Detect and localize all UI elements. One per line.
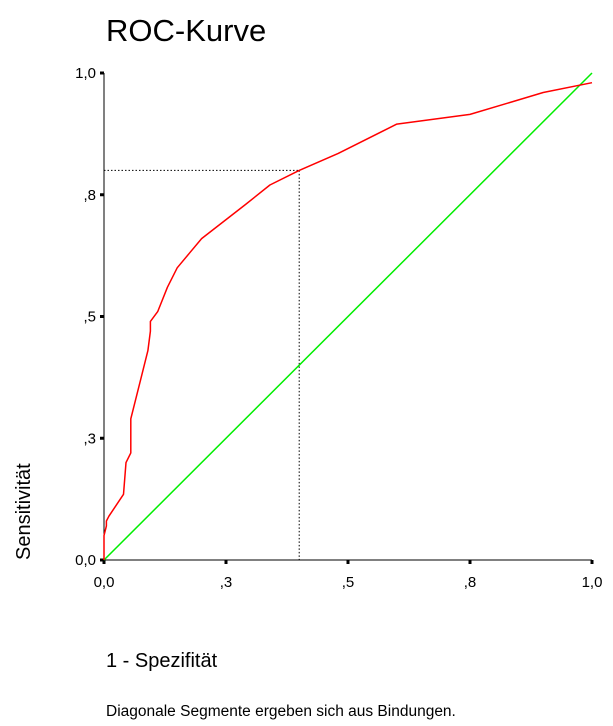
y-axis-label: Sensitivität (13, 463, 35, 560)
x-tick-label: 0,0 (94, 574, 115, 591)
x-tick-label: ,5 (342, 574, 355, 591)
x-tick-label: ,8 (464, 574, 477, 591)
y-tick-label: ,5 (83, 309, 96, 326)
diagonal-reference-line (103, 72, 593, 561)
x-axis-label: 1 - Spezifität (106, 650, 218, 672)
y-tick-label: ,3 (83, 430, 96, 447)
series-layer (103, 72, 593, 561)
y-tick-label: 1,0 (75, 65, 96, 82)
y-tick-label: 0,0 (75, 552, 96, 569)
roc-curve-line (103, 81, 593, 560)
x-tick-label: ,3 (220, 574, 233, 591)
y-tick-label: ,8 (83, 187, 96, 204)
x-tick-label: 1,0 (582, 574, 603, 591)
reference-guides (104, 169, 300, 560)
ties-note: Diagonale Segmente ergeben sich aus Bind… (106, 703, 456, 720)
axis-tick-labels: 0,0 ,3 ,5 ,8 1,0 0,0 ,3 ,5 ,8 1,0 (75, 65, 602, 591)
chart-title: ROC-Kurve (106, 13, 266, 48)
